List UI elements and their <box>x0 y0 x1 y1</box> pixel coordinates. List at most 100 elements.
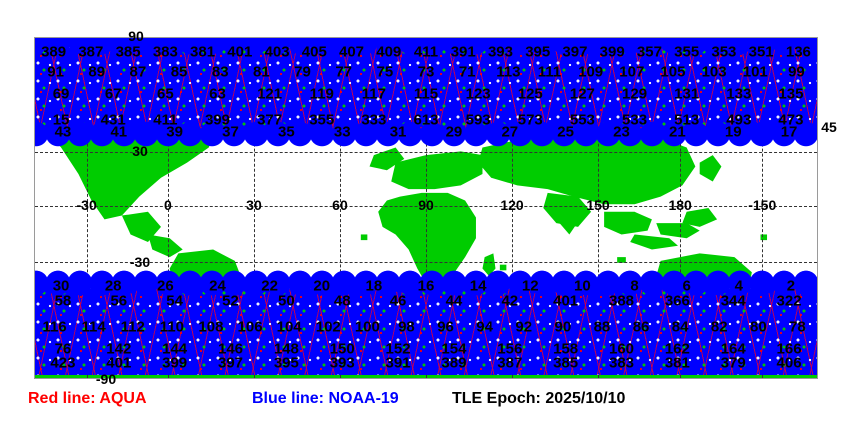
orbit-number: 8 <box>630 277 639 295</box>
orbit-number: 146 <box>217 340 244 358</box>
orbit-number: 121 <box>257 85 283 103</box>
lat-label-90: 90 <box>128 28 144 44</box>
orbit-number: 22 <box>261 277 278 295</box>
orbit-number: 377 <box>257 111 283 129</box>
orbit-number: 90 <box>554 318 572 336</box>
orbit-number: 333 <box>361 111 387 129</box>
orbit-number: 125 <box>517 85 543 103</box>
orbit-number: 27 <box>501 123 519 141</box>
orbit-number: 39 <box>166 123 183 141</box>
orbit-number: 4 <box>734 277 743 295</box>
orbit-number: 133 <box>726 85 752 103</box>
orbit-number: 35 <box>278 123 295 141</box>
orbit-number: 115 <box>413 85 439 103</box>
orbit-number: 58 <box>54 292 72 310</box>
orbit-number: 407 <box>339 43 365 61</box>
orbit-number: 2 <box>786 277 796 295</box>
southern-coverage-band[interactable] <box>35 270 817 375</box>
map-frame[interactable]: 389 387 385 383 381 401 403 405 407 409 411 391 393 3… <box>34 37 818 379</box>
orbit-number: 102 <box>315 318 341 336</box>
orbit-number: 80 <box>750 318 767 336</box>
orbit-number: 403 <box>264 43 290 61</box>
orbit-number: 23 <box>613 123 630 141</box>
orbit-number: 393 <box>329 354 355 372</box>
orbit-number: 113 <box>496 63 521 81</box>
orbit-number: 379 <box>720 354 746 372</box>
orbit-number: 401 <box>227 43 253 61</box>
orbit-number: 136 <box>785 43 811 61</box>
orbit-number: 33 <box>333 123 351 141</box>
orbit-number: 37 <box>222 123 239 141</box>
orbit-number: 366 <box>664 292 690 310</box>
orbit-number: 387 <box>78 43 104 61</box>
orbit-number: 15 <box>52 111 70 129</box>
orbit-number: 127 <box>569 85 595 103</box>
orbit-number: 399 <box>599 43 625 61</box>
orbit-number: 405 <box>301 43 327 61</box>
orbit-number: 96 <box>437 318 454 336</box>
orbit-number: 166 <box>776 340 802 358</box>
orbit-number: 104 <box>276 318 302 336</box>
orbit-number: 351 <box>748 43 774 61</box>
orbit-number: 573 <box>517 111 543 129</box>
orbit-number: 355 <box>309 111 335 129</box>
orbit-number: 109 <box>578 63 604 81</box>
orbit-number: 344 <box>720 292 746 310</box>
orbit-number: 513 <box>674 111 700 129</box>
orbit-number: 76 <box>54 340 72 358</box>
orbit-number: 111 <box>537 63 562 81</box>
orbit-number: 106 <box>237 318 263 336</box>
orbit-number: 71 <box>458 63 476 81</box>
orbit-number: 44 <box>445 292 463 310</box>
orbit-number: 411 <box>413 43 439 61</box>
orbit-number: 385 <box>553 354 579 372</box>
orbit-number: 411 <box>153 111 178 129</box>
orbit-number: 389 <box>441 354 467 372</box>
orbit-number: 29 <box>445 123 463 141</box>
orbit-number: 67 <box>104 85 122 103</box>
orbit-number: 116 <box>42 318 67 336</box>
orbit-number: 383 <box>608 354 635 372</box>
orbit-number: 91 <box>47 63 64 81</box>
orbit-number: 117 <box>361 85 386 103</box>
orbit-number: 401 <box>106 354 132 372</box>
orbit-number: 112 <box>120 318 145 336</box>
lon-tick-label: 0 <box>164 196 172 213</box>
orbit-number: 103 <box>701 63 727 81</box>
orbit-number: 18 <box>365 277 383 295</box>
orbit-number: 431 <box>100 111 126 129</box>
legend-red-line-aqua: Red line: AQUA <box>28 390 147 407</box>
orbit-number: 69 <box>52 85 70 103</box>
orbit-number: 162 <box>664 340 690 358</box>
orbit-number: 24 <box>209 277 226 295</box>
orbit-number: 12 <box>521 277 539 295</box>
orbit-number: 17 <box>780 123 798 141</box>
northern-coverage-band[interactable] <box>35 38 817 147</box>
orbit-number: 6 <box>682 277 691 295</box>
orbit-number: 397 <box>217 354 244 372</box>
orbit-number: 89 <box>88 63 106 81</box>
orbit-number: 92 <box>515 318 533 336</box>
orbit-number: 79 <box>294 63 311 81</box>
orbit-number: 63 <box>209 85 226 103</box>
orbit-number: 391 <box>450 43 476 61</box>
orbit-number: 42 <box>501 292 519 310</box>
lat-label-30-left: 30 <box>132 143 148 159</box>
orbit-number: 553 <box>569 111 595 129</box>
orbit-number: 148 <box>273 340 299 358</box>
map-plane: 389 387 385 383 381 401 403 405 407 409 411 391 393 3… <box>35 38 817 378</box>
orbit-number: 423 <box>50 354 76 372</box>
orbit-number: 154 <box>441 340 467 358</box>
orbit-number: 135 <box>778 85 804 103</box>
orbit-number: 406 <box>776 354 802 372</box>
orbit-number: 84 <box>671 318 689 336</box>
orbit-number: 83 <box>211 63 229 81</box>
orbit-number: 86 <box>632 318 650 336</box>
orbit-number: 395 <box>525 43 551 61</box>
orbit-number: 54 <box>166 292 183 310</box>
orbit-number: 99 <box>788 63 805 81</box>
orbit-number: 593 <box>465 111 491 129</box>
orbit-number: 156 <box>497 340 523 358</box>
orbit-number: 152 <box>385 340 411 358</box>
